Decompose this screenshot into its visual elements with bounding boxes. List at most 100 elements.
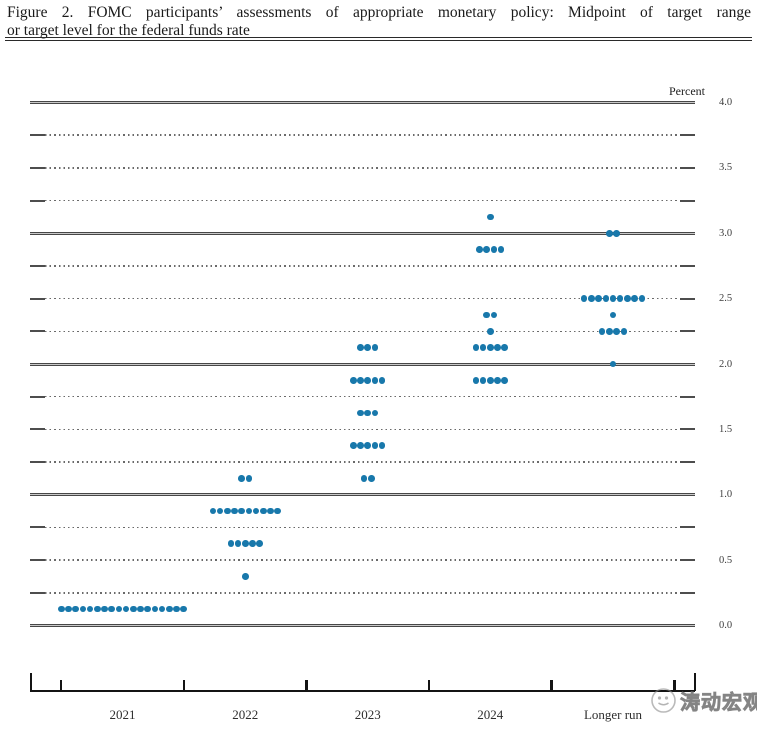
policy-rate-dot xyxy=(616,295,624,302)
gridline-right-cap xyxy=(680,134,695,137)
policy-rate-dot xyxy=(501,377,508,384)
gridline-left-cap xyxy=(30,526,45,529)
watermark: 涛动宏观 xyxy=(650,686,757,715)
policy-rate-dot xyxy=(595,295,602,302)
policy-rate-dot xyxy=(274,507,281,515)
title-double-rule xyxy=(5,37,752,41)
gridline-left-cap xyxy=(30,264,45,267)
gridline-dotted xyxy=(45,559,680,561)
policy-rate-dot xyxy=(378,442,386,449)
policy-rate-dot xyxy=(371,409,379,417)
gridline-solid xyxy=(30,493,695,497)
policy-rate-dot xyxy=(609,295,617,302)
gridline-left-cap xyxy=(30,428,45,431)
policy-rate-dot xyxy=(357,409,364,417)
y-axis-unit-label: Percent xyxy=(669,84,705,98)
policy-rate-dot xyxy=(357,377,364,384)
policy-rate-dot xyxy=(378,377,386,384)
gridline-right-cap xyxy=(680,428,695,431)
policy-rate-dot xyxy=(364,442,372,449)
policy-rate-dot xyxy=(364,377,372,384)
gridline-dotted xyxy=(45,592,680,594)
x-axis-left-end xyxy=(29,673,32,691)
policy-rate-dot xyxy=(180,605,187,613)
gridline-left-cap xyxy=(30,559,45,562)
policy-rate-dot xyxy=(497,246,505,253)
policy-rate-dot xyxy=(476,246,483,253)
gridline-left-cap xyxy=(30,199,45,202)
policy-rate-dot xyxy=(241,573,249,580)
policy-rate-dot xyxy=(501,344,508,351)
gridline-dotted xyxy=(45,330,680,332)
policy-rate-dot xyxy=(613,328,620,335)
gridline-right-cap xyxy=(680,591,695,594)
x-category-label: 2021 xyxy=(109,707,136,722)
policy-rate-dot xyxy=(490,311,498,319)
x-axis-tick xyxy=(427,680,431,691)
policy-rate-dot xyxy=(486,328,494,335)
figure-title-line2: or target level for the federal funds ra… xyxy=(7,21,250,39)
figure-title-line1: Figure 2. FOMC participants’ assessments… xyxy=(7,4,751,21)
policy-rate-dot xyxy=(357,344,364,351)
x-axis-tick xyxy=(59,680,63,691)
policy-rate-dot xyxy=(249,540,256,548)
gridline-dotted xyxy=(45,297,680,300)
gridline-solid xyxy=(30,101,695,104)
policy-rate-dot xyxy=(486,213,494,221)
y-tick-label: 1.5 xyxy=(719,423,733,435)
policy-rate-dot xyxy=(238,475,245,482)
policy-rate-dot xyxy=(624,295,631,302)
watermark-logo-icon xyxy=(651,688,676,713)
gridline-dotted xyxy=(45,265,680,267)
policy-rate-dot xyxy=(609,360,617,368)
policy-rate-dot xyxy=(598,328,606,335)
policy-rate-dot xyxy=(486,377,494,384)
gridline-right-cap xyxy=(680,526,695,529)
x-axis-tick xyxy=(673,680,676,691)
gridline-dotted xyxy=(45,134,680,136)
policy-rate-dot xyxy=(638,295,646,302)
policy-rate-dot xyxy=(609,311,617,319)
policy-rate-dot xyxy=(472,377,480,384)
gridline-dotted xyxy=(45,461,680,463)
policy-rate-dot xyxy=(241,540,249,548)
policy-rate-dot xyxy=(173,605,180,613)
gridline-dotted xyxy=(45,167,680,169)
policy-rate-dot xyxy=(483,311,490,319)
gridline-right-cap xyxy=(680,166,695,169)
x-category-label: 2022 xyxy=(232,707,259,722)
gridline-solid xyxy=(30,231,695,235)
gridline-dotted xyxy=(45,199,680,202)
gridline-solid xyxy=(30,362,695,366)
policy-rate-dot xyxy=(79,605,87,613)
policy-rate-dot xyxy=(606,229,613,237)
policy-rate-dot xyxy=(252,507,260,515)
policy-rate-dot xyxy=(479,344,487,351)
gridline-right-cap xyxy=(680,264,695,267)
gridline-left-cap xyxy=(30,297,45,300)
policy-rate-dot xyxy=(223,507,231,515)
figure-title: Figure 2. FOMC participants’ assessments… xyxy=(7,4,751,39)
policy-rate-dot xyxy=(115,605,123,613)
gridline-solid xyxy=(30,624,695,627)
gridline-left-cap xyxy=(30,395,45,398)
gridline-right-cap xyxy=(680,297,695,300)
gridline-right-cap xyxy=(680,559,695,562)
y-tick-label: 2.5 xyxy=(719,293,733,305)
policy-rate-dot xyxy=(122,605,130,613)
policy-rate-dot xyxy=(371,442,379,449)
gridline-left-cap xyxy=(30,461,45,464)
policy-rate-dot xyxy=(364,409,372,417)
policy-rate-dot xyxy=(631,295,638,302)
policy-rate-dot xyxy=(620,328,628,335)
policy-rate-dot xyxy=(94,605,101,613)
gridline-left-cap xyxy=(30,330,45,333)
policy-rate-dot xyxy=(479,377,487,384)
y-tick-label: 4.0 xyxy=(719,97,733,108)
policy-rate-dot xyxy=(602,295,610,302)
policy-rate-dot xyxy=(166,605,173,613)
x-axis-tick xyxy=(550,680,553,691)
gridline-left-cap xyxy=(30,134,45,137)
policy-rate-dot xyxy=(238,507,245,515)
